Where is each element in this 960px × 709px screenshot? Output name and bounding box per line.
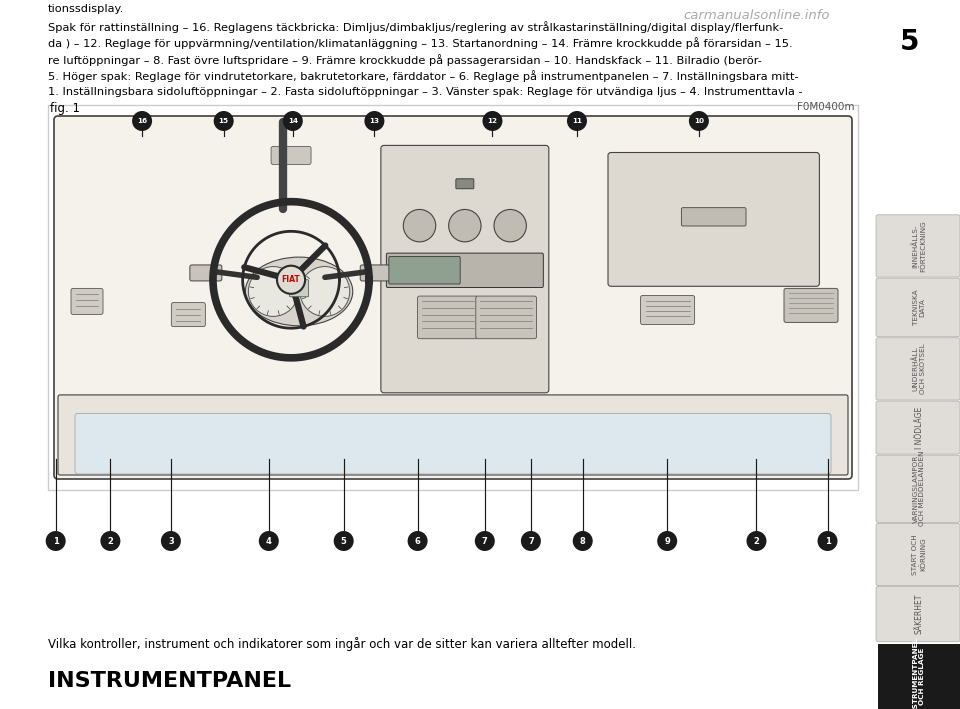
Circle shape (249, 267, 299, 316)
Circle shape (259, 531, 278, 551)
Circle shape (689, 111, 708, 131)
Circle shape (132, 111, 152, 131)
Circle shape (747, 531, 766, 551)
Text: 7: 7 (528, 537, 534, 545)
Text: 13: 13 (370, 118, 379, 124)
Circle shape (283, 111, 302, 131)
FancyBboxPatch shape (58, 395, 848, 475)
Circle shape (408, 531, 427, 551)
Text: 1. Inställningsbara sidoluftöppningar – 2. Fasta sidoluftöppningar – 3. Vänster : 1. Inställningsbara sidoluftöppningar – … (48, 87, 803, 97)
Text: 11: 11 (572, 118, 582, 124)
Text: INNEHÅLLS-
FÖRTECKNING: INNEHÅLLS- FÖRTECKNING (912, 220, 926, 272)
FancyBboxPatch shape (381, 145, 549, 393)
Circle shape (658, 531, 677, 551)
FancyBboxPatch shape (876, 401, 960, 454)
Text: 3: 3 (168, 537, 174, 545)
Text: 16: 16 (137, 118, 147, 124)
FancyBboxPatch shape (608, 152, 820, 286)
FancyBboxPatch shape (784, 289, 838, 323)
Text: SÄKERHET: SÄKERHET (915, 594, 924, 635)
Text: 4: 4 (266, 537, 272, 545)
Text: 1: 1 (825, 537, 830, 545)
Text: 1: 1 (53, 537, 59, 545)
FancyBboxPatch shape (171, 303, 205, 327)
Text: 2: 2 (108, 537, 113, 545)
Text: F0M0400m: F0M0400m (797, 102, 854, 112)
Circle shape (818, 531, 837, 551)
Text: 10: 10 (694, 118, 704, 124)
FancyBboxPatch shape (876, 455, 960, 523)
Text: INSTRUMENTPANEL: INSTRUMENTPANEL (48, 671, 291, 691)
Circle shape (214, 111, 233, 131)
Text: INSTRUMENTPANEL
OCH REGLAGE: INSTRUMENTPANEL OCH REGLAGE (913, 637, 925, 709)
Circle shape (448, 209, 481, 242)
Text: Vilka kontroller, instrument och indikatorer som ingår och var de sitter kan var: Vilka kontroller, instrument och indikat… (48, 637, 636, 651)
Text: 2: 2 (754, 537, 759, 545)
FancyBboxPatch shape (476, 296, 537, 339)
Text: re luftöppningar – 8. Fast övre luftspridare – 9. Främre krockkudde på passagera: re luftöppningar – 8. Fast övre luftspri… (48, 54, 762, 66)
Text: fig. 1: fig. 1 (50, 102, 80, 115)
FancyBboxPatch shape (876, 523, 960, 586)
Circle shape (161, 531, 180, 551)
Text: carmanualsonline.info: carmanualsonline.info (684, 9, 830, 22)
Circle shape (573, 531, 592, 551)
FancyBboxPatch shape (418, 296, 478, 339)
Text: START OCH
KÖRNING: START OCH KÖRNING (912, 534, 926, 575)
Text: 9: 9 (664, 537, 670, 545)
Text: 15: 15 (219, 118, 228, 124)
Text: 5: 5 (900, 28, 920, 56)
Text: FIAT: FIAT (281, 275, 300, 284)
Text: 14: 14 (288, 118, 298, 124)
Circle shape (277, 266, 305, 294)
FancyBboxPatch shape (54, 116, 852, 479)
FancyBboxPatch shape (190, 265, 222, 281)
Text: 8: 8 (580, 537, 586, 545)
Bar (48, 105, 858, 490)
Text: VARNINGSLAMPOR
OCH MEDDELANDEN: VARNINGSLAMPOR OCH MEDDELANDEN (913, 451, 925, 527)
Circle shape (475, 531, 494, 551)
Text: da ) – 12. Reglage för uppvärmning/ventilation/klimatanläggning – 13. Startanord: da ) – 12. Reglage för uppvärmning/venti… (48, 38, 793, 50)
Circle shape (101, 531, 120, 551)
FancyBboxPatch shape (290, 280, 309, 297)
Circle shape (567, 111, 587, 131)
Text: UNDERHÅLL
OCH SKÖTSEL: UNDERHÅLL OCH SKÖTSEL (912, 344, 926, 394)
Circle shape (521, 531, 540, 551)
FancyBboxPatch shape (75, 413, 831, 474)
FancyBboxPatch shape (389, 257, 460, 284)
Circle shape (46, 531, 65, 551)
Text: tionssdisplay.: tionssdisplay. (48, 4, 124, 14)
Circle shape (494, 209, 526, 242)
Text: 5: 5 (341, 537, 347, 545)
Circle shape (403, 209, 436, 242)
Circle shape (365, 111, 384, 131)
Circle shape (300, 267, 349, 316)
Text: 12: 12 (488, 118, 497, 124)
FancyBboxPatch shape (876, 337, 960, 400)
FancyBboxPatch shape (682, 208, 746, 226)
Text: Spak för rattinställning – 16. Reglagens täckbricka: Dimljus/dimbakljus/reglerin: Spak för rattinställning – 16. Reglagens… (48, 21, 783, 33)
Circle shape (334, 531, 353, 551)
Text: I NÖDLÄGE: I NÖDLÄGE (915, 406, 924, 449)
FancyBboxPatch shape (386, 253, 543, 287)
FancyBboxPatch shape (71, 289, 103, 314)
FancyBboxPatch shape (640, 296, 695, 325)
Circle shape (483, 111, 502, 131)
Ellipse shape (246, 257, 352, 326)
FancyBboxPatch shape (876, 586, 960, 642)
Text: 6: 6 (415, 537, 420, 545)
FancyBboxPatch shape (876, 278, 960, 337)
FancyBboxPatch shape (456, 179, 474, 189)
FancyBboxPatch shape (878, 644, 960, 709)
FancyBboxPatch shape (360, 265, 393, 281)
Text: 5. Höger spak: Reglage för vindrutetorkare, bakrutetorkare, färddator – 6. Regla: 5. Höger spak: Reglage för vindrutetorka… (48, 70, 799, 82)
FancyBboxPatch shape (271, 146, 311, 164)
FancyBboxPatch shape (876, 215, 960, 277)
Text: TEKNISKA
DATA: TEKNISKA DATA (913, 289, 925, 325)
Text: 7: 7 (482, 537, 488, 545)
